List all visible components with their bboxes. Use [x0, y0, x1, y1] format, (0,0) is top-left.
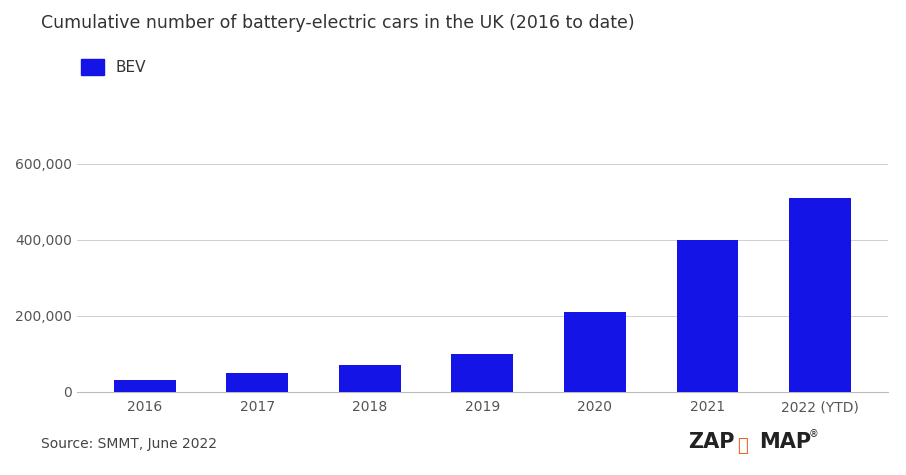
Bar — [789, 198, 851, 392]
Bar — [677, 240, 738, 392]
Bar — [564, 312, 626, 392]
Legend: BEV: BEV — [81, 58, 146, 76]
Bar — [226, 373, 288, 392]
Bar — [114, 380, 176, 392]
Text: ®: ® — [809, 429, 819, 439]
Bar — [451, 354, 514, 392]
Bar — [339, 365, 400, 392]
Text: MAP: MAP — [759, 432, 812, 452]
Text: Source: SMMT, June 2022: Source: SMMT, June 2022 — [41, 437, 217, 451]
Text: Cumulative number of battery-electric cars in the UK (2016 to date): Cumulative number of battery-electric ca… — [41, 14, 634, 32]
Text: 📍: 📍 — [737, 437, 748, 455]
Text: ZAP: ZAP — [689, 432, 735, 452]
